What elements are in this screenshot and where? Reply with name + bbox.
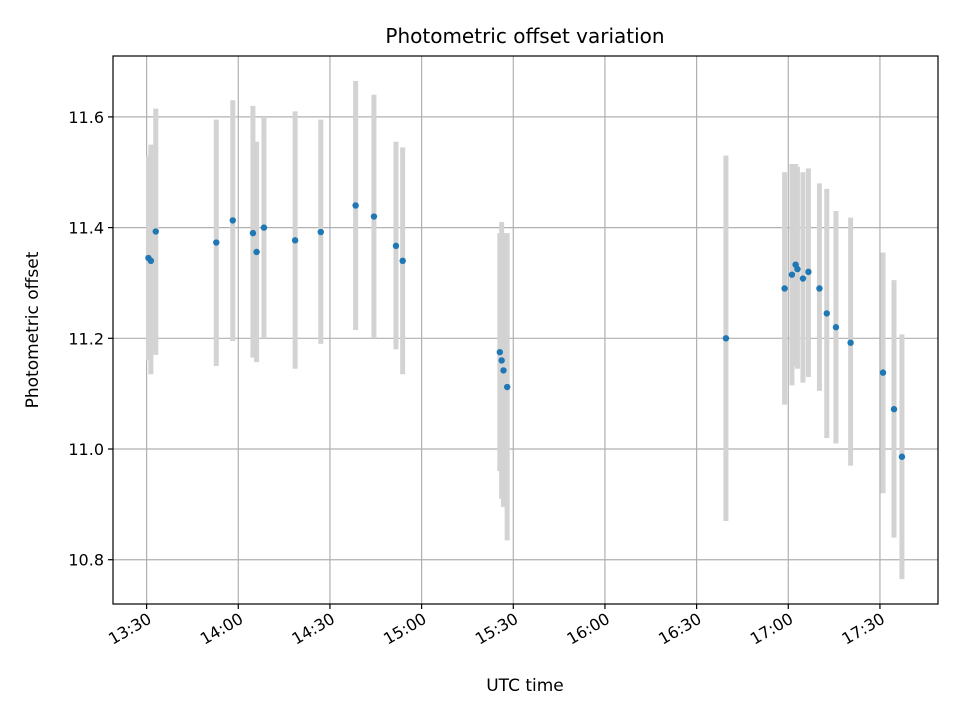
data-point [805, 268, 812, 276]
plot-frame [112, 55, 939, 605]
data-point [823, 310, 830, 317]
data-point [816, 285, 823, 292]
data-point [794, 265, 801, 273]
data-point [213, 239, 220, 246]
y-tick-label: 10.8 [68, 551, 104, 570]
y-tick-label: 11.6 [68, 108, 104, 127]
y-tick-label: 11.2 [68, 329, 104, 348]
data-point [890, 405, 898, 413]
data-point [832, 324, 840, 331]
data-point [847, 339, 854, 346]
data-point [898, 453, 906, 460]
data-point [788, 271, 796, 278]
data-point [291, 237, 299, 244]
data-point [229, 217, 236, 224]
data-point [352, 202, 359, 209]
data-point [249, 229, 257, 237]
data-point [317, 228, 324, 236]
x-axis-label: UTC time [486, 676, 564, 696]
data-point [147, 257, 155, 265]
data-point [370, 213, 378, 220]
data-point [253, 248, 260, 256]
data-point [260, 224, 268, 231]
data-point [392, 242, 400, 250]
data-point [152, 228, 159, 235]
chart-title: Photometric offset variation [385, 24, 664, 48]
data-point [879, 369, 887, 376]
y-tick-label: 11.0 [68, 440, 104, 459]
data-point [781, 285, 788, 292]
y-tick-label: 11.4 [68, 219, 104, 238]
data-point [500, 367, 507, 374]
data-point [496, 348, 504, 356]
y-axis-label: Photometric offset [23, 251, 43, 408]
grid [113, 56, 938, 604]
data-point [498, 357, 505, 364]
data-points [145, 202, 906, 460]
data-point [503, 383, 511, 391]
data-point [799, 275, 807, 282]
data-point [722, 335, 730, 342]
data-point [399, 257, 406, 265]
